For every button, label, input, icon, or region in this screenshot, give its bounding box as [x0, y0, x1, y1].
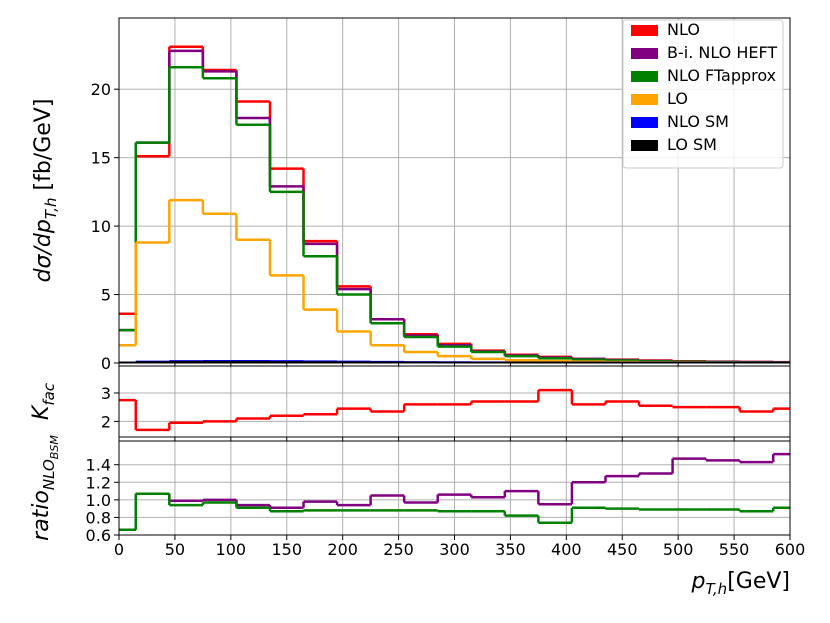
legend: NLO B-i. NLO HEFT NLO FTapprox LO NLO SM LO S…	[622, 19, 784, 169]
label-main: p	[691, 569, 706, 594]
label-sub: NLO	[40, 459, 58, 490]
x-tick-label: 600	[775, 540, 806, 559]
axes-frame	[118, 17, 791, 364]
x-tick-label: 100	[216, 540, 247, 559]
axis-label: dσ/dpT,h [fb/GeV]	[31, 99, 60, 283]
x-tick-label: 400	[551, 540, 582, 559]
x-tick-label: 500	[663, 540, 694, 559]
y-tick-label: 2	[101, 412, 111, 431]
y-tick-label: 5	[101, 286, 111, 305]
y-tick-label: 15	[91, 149, 111, 168]
x-tick-label: 0	[114, 540, 124, 559]
y-tick-label: 20	[91, 80, 111, 99]
y-tick-label: 0.6	[86, 526, 111, 545]
x-tick-label: 200	[327, 540, 358, 559]
legend-swatch	[631, 117, 658, 128]
x-tick-label: 150	[271, 540, 302, 559]
legend-swatch	[631, 48, 658, 59]
x-tick-label: 50	[165, 540, 185, 559]
label-rest: [fb/GeV]	[31, 99, 56, 198]
axis-label: Kfac	[29, 382, 58, 420]
legend-swatch	[631, 94, 658, 105]
legend-label: NLO SM	[667, 112, 729, 131]
x-tick-label: 250	[383, 540, 414, 559]
label-main: ratio	[29, 490, 54, 541]
y-tick-label: 10	[91, 217, 111, 236]
axes-frame	[118, 365, 791, 438]
axes-frame	[118, 440, 791, 536]
axis-label: pT,h[GeV]	[691, 569, 790, 598]
x-tick-label: 550	[719, 540, 750, 559]
y-tick-label: 0.8	[86, 508, 111, 527]
label-subsub: BSM	[48, 435, 61, 460]
legend-swatch	[631, 71, 658, 82]
legend-label: LO	[667, 89, 688, 108]
label-main: dσ/dp	[31, 219, 56, 282]
label-rest: [GeV]	[727, 569, 790, 594]
legend-label: B-i. NLO HEFT	[667, 43, 777, 62]
y-tick-label: 1.0	[86, 491, 111, 510]
axis-label: ratioNLOBSM	[29, 435, 61, 541]
legend-swatch	[631, 140, 658, 151]
legend-swatch	[631, 25, 658, 36]
y-tick-label: 1.4	[86, 456, 111, 475]
plot-area	[119, 452, 790, 531]
x-tick-label: 350	[495, 540, 526, 559]
label-sub: T,h	[42, 198, 60, 220]
y-tick-label: 3	[101, 384, 111, 403]
x-tick-label: 450	[607, 540, 638, 559]
legend-label: NLO	[667, 20, 700, 39]
label-sub: T,h	[706, 580, 728, 598]
legend-frame	[622, 19, 784, 169]
legend-label: LO SM	[667, 135, 717, 154]
plot-area	[119, 388, 790, 432]
legend-label: NLO FTapprox	[667, 66, 776, 85]
y-tick-label: 0	[101, 354, 111, 373]
label-sub: fac	[40, 382, 58, 405]
label-main: K	[29, 404, 54, 420]
x-tick-label: 300	[439, 540, 470, 559]
y-tick-label: 1.2	[86, 473, 111, 492]
